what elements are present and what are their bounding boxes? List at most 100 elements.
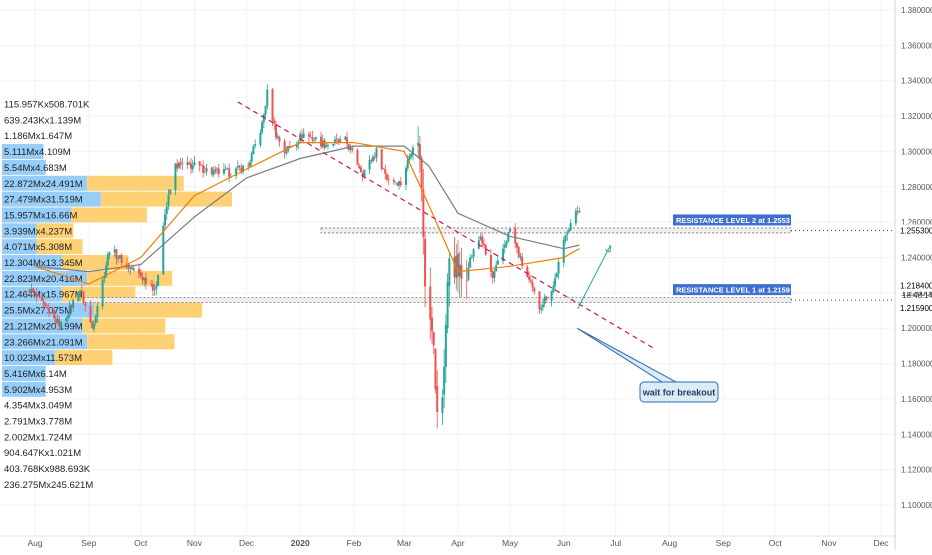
price-tag-resistance-1: 1.218400	[900, 282, 932, 291]
candle	[60, 321, 62, 330]
candle-body	[432, 332, 435, 346]
candle	[108, 251, 111, 260]
candle	[157, 274, 160, 287]
candle	[174, 162, 177, 196]
candle	[238, 165, 241, 171]
candle	[472, 248, 475, 262]
candle-body	[410, 154, 413, 157]
volume-profile-bar-down	[36, 223, 74, 239]
candle-body	[188, 162, 191, 165]
volume-profile-bar-down	[87, 175, 184, 191]
candle	[28, 288, 31, 295]
candle-body	[526, 266, 529, 278]
resistance-label-box	[673, 214, 791, 226]
candle	[325, 143, 328, 148]
candle-body	[552, 285, 555, 293]
candle-body	[285, 151, 288, 154]
moving-average-short	[34, 141, 580, 285]
candle-body	[540, 307, 543, 310]
candle-body	[424, 238, 427, 287]
volume-profile-label: 21.212Mx20.199M	[4, 321, 83, 332]
candle-body	[242, 165, 245, 172]
candle-body	[496, 260, 499, 265]
candle	[320, 131, 323, 149]
candle-body	[408, 156, 411, 161]
candle-body	[164, 214, 167, 226]
candle	[521, 253, 524, 270]
candle	[505, 240, 508, 249]
candle-body	[179, 162, 182, 165]
candle-body	[370, 160, 373, 161]
candle-body	[34, 292, 36, 294]
candle	[533, 286, 536, 295]
forecast-arrow-line	[577, 244, 612, 309]
candle-body	[382, 168, 385, 170]
candle	[278, 135, 281, 147]
candle-body	[411, 147, 414, 155]
volume-profile-bar-down	[71, 207, 147, 223]
volume-profile-label: 27.479Mx31.519M	[4, 195, 83, 206]
candle	[417, 126, 420, 158]
candle	[380, 149, 383, 172]
candle-body	[193, 162, 196, 166]
candle-body	[191, 165, 194, 170]
time-tick-label: Apr	[451, 538, 464, 548]
candle	[224, 165, 227, 171]
candle	[222, 162, 225, 176]
candle-body	[514, 228, 517, 244]
candle	[117, 255, 120, 263]
candle	[169, 189, 172, 195]
candle	[458, 251, 461, 298]
candle	[106, 251, 109, 271]
candle-body	[54, 318, 57, 324]
candle-body	[35, 294, 38, 298]
volume-profile-label: 5.416Mx6.14M	[4, 369, 67, 380]
volume-profile-label: 25.5Mx27.075M	[4, 306, 72, 317]
candle-body	[94, 316, 97, 323]
volume-profile-bar-down	[36, 239, 83, 255]
candle-body	[555, 273, 558, 278]
candle-body	[307, 134, 310, 137]
candle-body	[314, 137, 317, 140]
time-tick-label: 2020	[291, 538, 310, 548]
candle-body	[259, 132, 262, 146]
candle	[431, 306, 433, 344]
candle	[82, 291, 85, 305]
candle-body	[273, 120, 276, 124]
candle	[333, 136, 336, 146]
candle-body	[264, 105, 267, 115]
candle-body	[564, 235, 567, 241]
candle-body	[210, 167, 213, 174]
candle-body	[302, 133, 305, 138]
candle-body	[283, 140, 286, 153]
candle	[344, 135, 347, 141]
candle-body	[484, 245, 487, 255]
candle-body	[46, 307, 49, 308]
candle	[89, 300, 92, 324]
candle	[79, 289, 82, 300]
volume-profile-bar-up	[2, 255, 62, 270]
candle-body	[132, 268, 135, 271]
candle	[465, 259, 468, 299]
time-tick-label: Aug	[27, 538, 42, 548]
candle	[44, 302, 47, 307]
candle	[236, 160, 239, 171]
candle	[434, 348, 437, 394]
candle	[77, 291, 80, 302]
candle	[34, 291, 36, 296]
candles	[28, 84, 581, 429]
price-tick-label: 1.280000	[901, 183, 932, 192]
candle	[448, 251, 451, 307]
candle	[181, 157, 184, 170]
candle-body	[177, 162, 180, 168]
candle-body	[337, 139, 340, 143]
candle	[191, 159, 194, 173]
candle	[346, 132, 349, 149]
candle	[540, 304, 543, 314]
candle	[120, 253, 123, 267]
candle-body	[528, 276, 531, 280]
candle-body	[372, 156, 375, 162]
candle	[66, 313, 69, 323]
candle-body	[399, 181, 402, 186]
candle-body	[578, 211, 581, 213]
